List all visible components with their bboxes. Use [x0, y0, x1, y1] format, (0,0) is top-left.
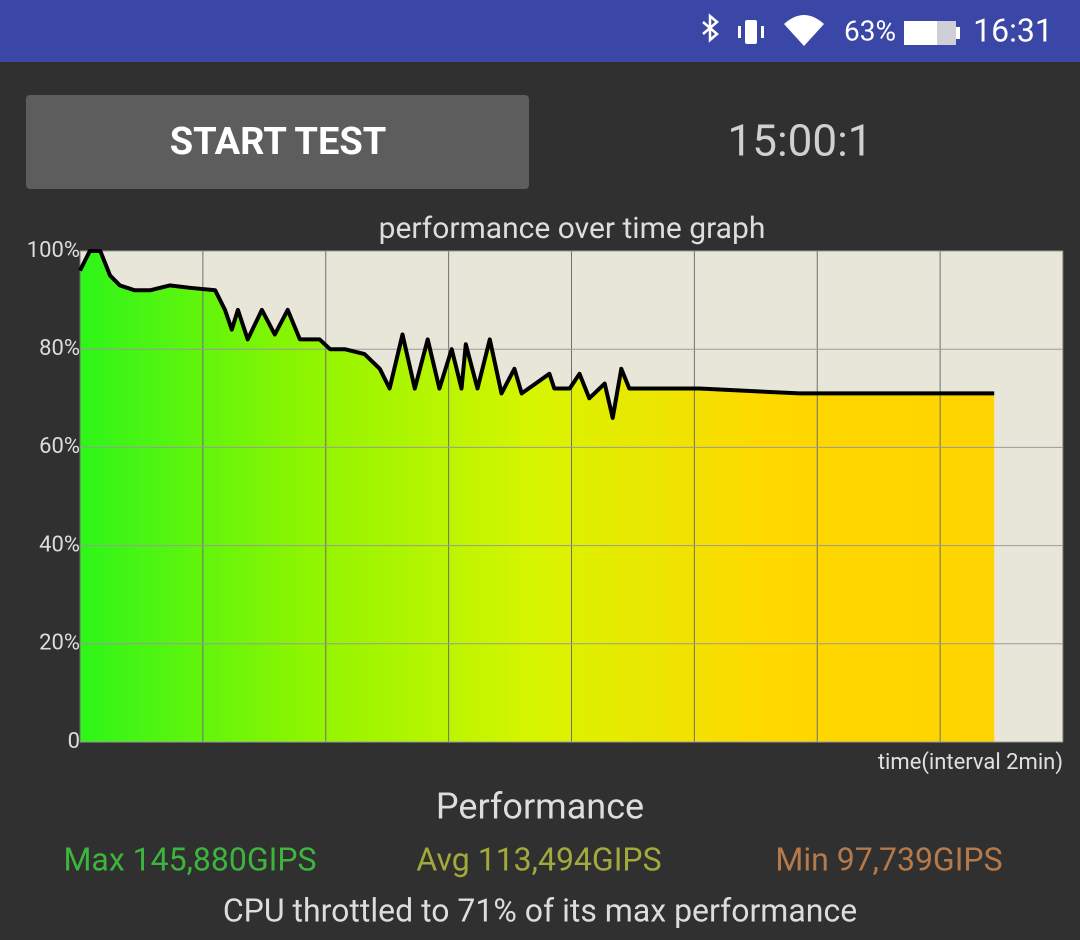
y-tick-label: 100% [27, 238, 80, 263]
performance-line [78, 249, 995, 420]
x-axis-label: time(interval 2min) [878, 750, 1063, 775]
chart-title: performance over time graph [379, 211, 766, 246]
status-bar [0, 0, 1080, 62]
y-tick-label: 60% [39, 434, 80, 459]
area [80, 251, 995, 742]
summary-title: Performance [436, 786, 644, 828]
clock: 16:31 [973, 11, 1053, 49]
y-tick-label: 0 [68, 729, 80, 754]
start-button[interactable] [26, 95, 529, 189]
avg-stat: Avg 113,494GIPS [416, 840, 661, 878]
timer: 15:00:1 [728, 115, 873, 167]
min-stat: Min 97,739GIPS [775, 840, 1002, 878]
start-button-label[interactable]: START TEST [170, 120, 387, 164]
y-tick-label: 20% [39, 631, 80, 656]
max-stat: Max 145,880GIPS [63, 840, 316, 878]
status-icons [702, 13, 960, 46]
y-tick-label: 80% [39, 336, 80, 361]
battery-level: 63% [844, 14, 896, 47]
y-tick-label: 40% [39, 532, 80, 557]
throttle-note: CPU throttled to 71% of its max performa… [223, 891, 857, 929]
chart [78, 249, 1064, 743]
